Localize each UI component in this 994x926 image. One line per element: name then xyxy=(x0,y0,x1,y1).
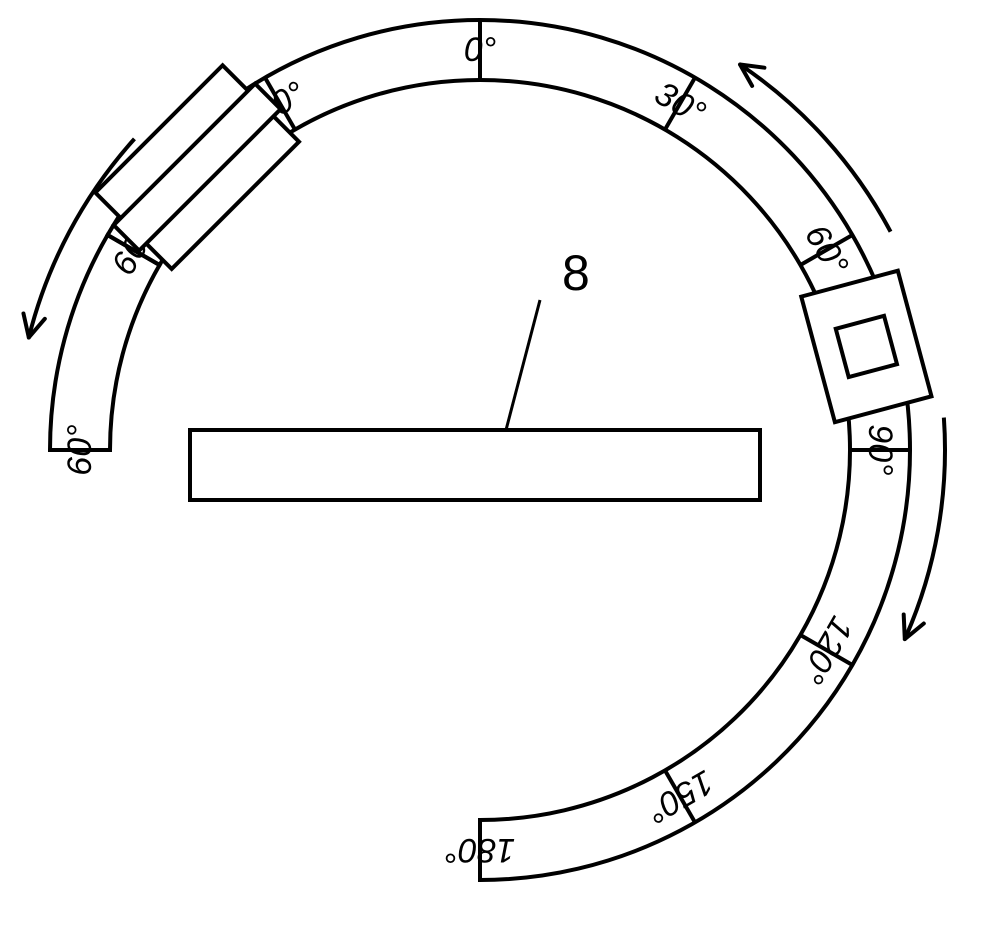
reference-label: 8 xyxy=(562,245,590,301)
tick-label-6: 90° xyxy=(861,424,899,475)
tick-label-0: 60° xyxy=(61,424,99,475)
tick-label-3: 0° xyxy=(464,31,497,69)
reference-leader xyxy=(506,300,540,430)
slider-right[interactable] xyxy=(801,271,931,422)
center-bar xyxy=(190,430,760,500)
slider-right-body xyxy=(801,271,931,422)
tick-label-9: 180° xyxy=(445,831,515,869)
